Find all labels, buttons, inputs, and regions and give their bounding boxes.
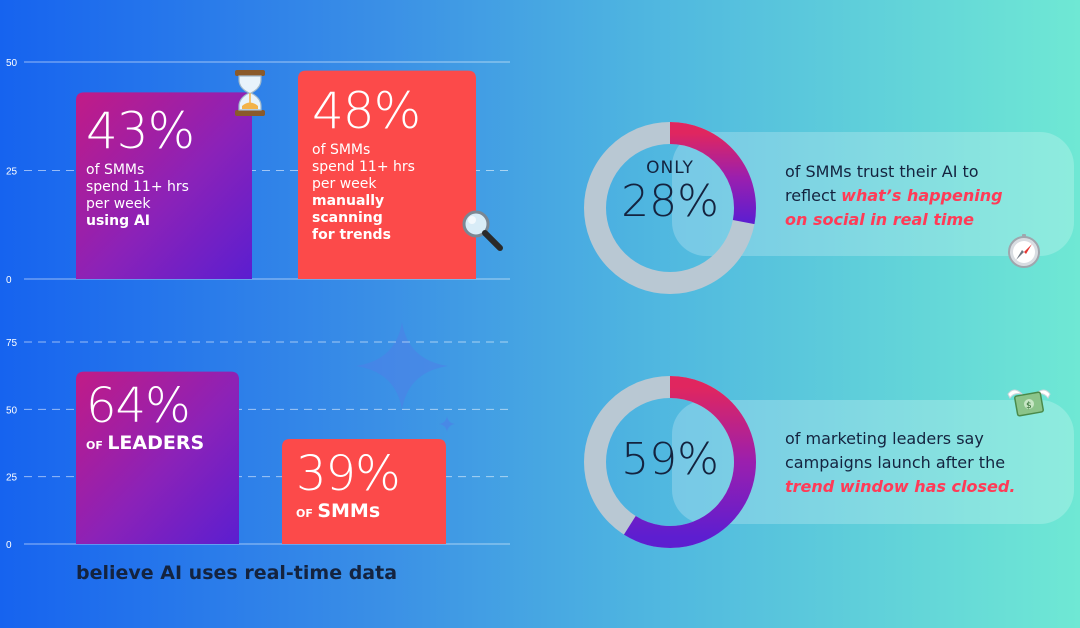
bar [76,371,239,544]
top-bar-chart: 0 25 50 [6,58,510,286]
bar-label-manual-scanning: 48% of SMMs spend 11+ hrs per week manua… [312,86,482,244]
bar-text-bold: for trends [312,227,391,243]
donut-value: 59% [621,434,719,485]
bar-text-line: of SMMs [86,162,145,178]
bar [76,92,252,279]
stat-line: of marketing leaders say [785,429,984,448]
y-tick-label: 50 [6,405,18,416]
bar-prefix: OF [296,507,313,520]
stat-text-bottom: of marketing leaders say campaigns launc… [785,427,1070,499]
stat-highlight: trend window has closed. [785,477,1016,496]
y-tick-label: 50 [6,58,18,69]
donut-segment [669,122,756,225]
donut-chart-59 [584,376,756,548]
bar [298,70,476,280]
bar-text-line: spend 11+ hrs [312,159,415,175]
bar-text-bold: manually [312,193,385,209]
y-tick-label: 25 [6,473,18,484]
bar-value: 64% [86,378,191,434]
bar-text-line: per week [312,176,377,192]
bar-value: 48% [312,82,421,140]
bar-text-line: of SMMs [312,142,371,158]
stat-line: campaigns launch after the [785,453,1006,472]
y-tick-label: 75 [6,338,18,349]
bar-text-line: per week [86,196,151,212]
bar-label-leaders: 64% OF LEADERS [86,382,246,454]
bar-label-using-ai: 43% of SMMs spend 11+ hrs per week using… [86,106,256,230]
stat-highlight: what’s happening [841,186,1003,205]
stat-line: of SMMs trust their AI to [785,162,979,181]
donut-label-28: ONLY 28% [600,158,740,224]
stat-text-top: of SMMs trust their AI to reflect what’s… [785,160,1070,232]
stat-highlight: on social in real time [785,210,974,229]
y-tick-label: 0 [6,275,12,286]
bar-group: SMMs [317,500,381,522]
money-wings-icon: $ [1007,389,1051,417]
donut-prelabel: ONLY [646,158,694,178]
bottom-bar-chart: 0 25 50 75 [6,338,510,551]
hourglass-icon [235,70,265,116]
bar-label-smms: 39% OF SMMs [296,450,446,522]
donut-label-59: 59% [600,438,740,482]
stat-line: reflect [785,186,837,205]
magnifier-icon [462,210,503,251]
bar [282,438,446,544]
y-tick-label: 0 [6,540,12,551]
chart-caption: believe AI uses real-time data [76,562,398,584]
bar-group: LEADERS [107,432,205,454]
donut-chart-28 [584,122,756,294]
compass-icon [1008,234,1040,268]
bar-value: 43% [86,102,195,160]
bar-text-bold: using AI [86,213,151,229]
bar-text-line: spend 11+ hrs [86,179,189,195]
donut-segment [623,376,756,548]
dollar-sign-glyph: $ [1026,401,1032,411]
donut-value: 28% [621,176,719,227]
bar-value: 39% [296,446,401,502]
bar-prefix: OF [86,439,103,452]
y-tick-label: 25 [6,167,18,178]
bar-text-bold: scanning [312,210,383,226]
